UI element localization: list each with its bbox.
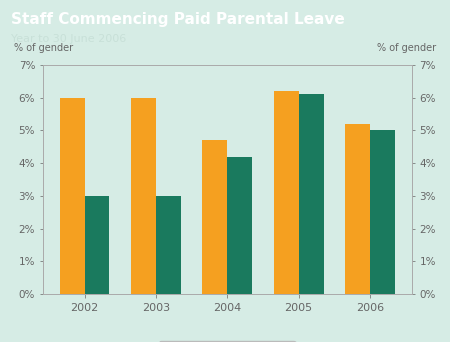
Bar xyxy=(227,157,252,294)
Bar xyxy=(299,94,324,294)
Text: Staff Commencing Paid Parental Leave: Staff Commencing Paid Parental Leave xyxy=(11,12,345,27)
Bar xyxy=(156,196,181,294)
Bar xyxy=(59,98,85,294)
Text: % of gender: % of gender xyxy=(378,43,436,53)
Bar xyxy=(131,98,156,294)
Legend: Women, Men: Women, Men xyxy=(159,341,296,342)
Text: % of gender: % of gender xyxy=(14,43,72,53)
Bar xyxy=(345,124,370,294)
Text: Year to 30 June 2006: Year to 30 June 2006 xyxy=(11,35,126,44)
Bar xyxy=(202,140,227,294)
Bar xyxy=(274,91,299,294)
Bar xyxy=(370,130,395,294)
Bar xyxy=(85,196,109,294)
